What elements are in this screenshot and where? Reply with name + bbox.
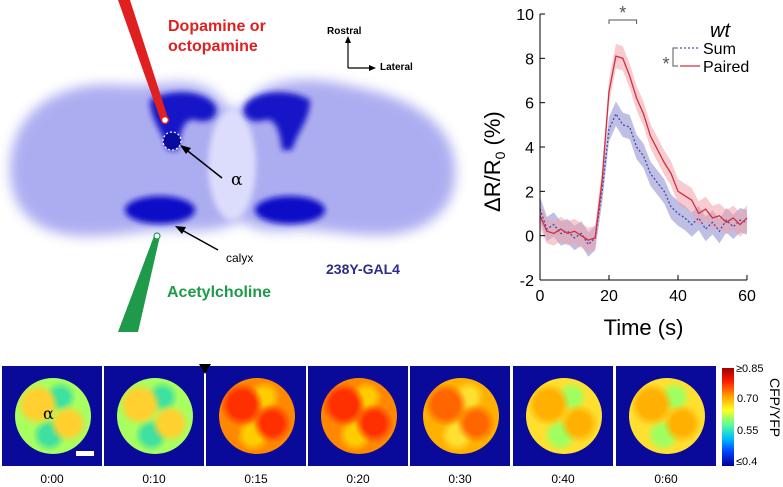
legend-bracket xyxy=(672,47,678,67)
x-tick-label: 20 xyxy=(600,288,618,305)
stimulus-marker xyxy=(199,364,211,374)
ratio-disk xyxy=(219,378,295,454)
alpha-region-marker xyxy=(162,131,182,151)
alpha-arrowhead xyxy=(180,145,191,154)
ratio-frame xyxy=(513,366,613,466)
brain-illustration xyxy=(10,0,456,332)
midline-gap xyxy=(208,110,256,220)
electrode-tip xyxy=(160,115,170,125)
y-tick-label: -2 xyxy=(520,273,534,290)
frame-time-label: 0:20 xyxy=(346,472,370,486)
frame-time-label: 0:30 xyxy=(448,472,472,486)
y-tick-label: 6 xyxy=(525,96,534,113)
acetylcholine-electrode xyxy=(118,236,160,332)
ratio-disk xyxy=(117,378,193,454)
ratio-frame xyxy=(410,366,510,466)
acetylcholine-label: Acetylcholine xyxy=(167,284,272,301)
dopamine-electrode xyxy=(118,0,168,121)
series-line-sum xyxy=(539,112,748,246)
frame-time-label: 0:00 xyxy=(40,472,64,486)
frame-time-label: 0:40 xyxy=(551,472,575,486)
ratio-disk xyxy=(15,378,91,454)
band-paired xyxy=(540,43,747,253)
frame-time-label: 0:60 xyxy=(654,472,678,486)
axis-lateral-arrowhead xyxy=(369,65,376,71)
chart-title: wt xyxy=(710,20,731,42)
y-tick-label: 8 xyxy=(525,51,534,68)
colorbar-tick-top: ≥0.85 xyxy=(736,363,764,375)
y-tick-label: 10 xyxy=(516,7,534,24)
colorbar-tick-bottom: ≤0.4 xyxy=(736,456,758,468)
ratio-disk xyxy=(629,378,705,454)
ratio-frame xyxy=(308,366,408,466)
electrode-tip-green xyxy=(153,232,161,240)
axis-lateral-label: Lateral xyxy=(380,62,413,73)
x-tick-label: 40 xyxy=(669,288,687,305)
frame-time-label: 0:10 xyxy=(142,472,166,486)
significance-star: * xyxy=(619,3,626,23)
x-tick-label: 0 xyxy=(536,288,545,305)
legend-label-paired: Paired xyxy=(703,59,749,76)
ratio-image-strip: 0:00 0:10 0:15 0:20 0:30 0:40 0:60 α ≥0.85 0.7… xyxy=(0,363,783,487)
y-tick-label: 2 xyxy=(525,184,534,201)
colorbar-label: CFP/YFP xyxy=(767,378,783,438)
mushroom-body-right xyxy=(243,92,325,224)
ratio-disk xyxy=(321,378,397,454)
colorbar-tick-2: 0.70 xyxy=(737,393,759,405)
axis-rostral-arrowhead xyxy=(345,36,351,43)
series-line-paired xyxy=(539,55,748,241)
y-tick-label: 0 xyxy=(525,229,534,246)
colorbar xyxy=(722,368,734,466)
colorbar-tick-3: 0.55 xyxy=(737,425,759,437)
dopamine-label-line1: Dopamine or xyxy=(168,18,266,35)
ratio-frame xyxy=(206,366,306,466)
response-chart: -2 0 2 4 6 8 10 0 20 40 60 Time (s) ΔR/R0 (%) wt * * Sum… xyxy=(470,0,783,345)
x-axis-label: Time (s) xyxy=(604,315,684,340)
significance-bracket xyxy=(608,19,638,24)
axis-rostral-label: Rostral xyxy=(327,26,362,37)
dopamine-label-line2: octopamine xyxy=(168,38,258,55)
stimulus-arrowhead xyxy=(199,364,211,374)
alpha-arrow xyxy=(183,147,223,179)
line-label: 238Y-GAL4 xyxy=(326,261,400,277)
ratio-disk xyxy=(526,378,602,454)
scale-bar xyxy=(76,451,94,456)
alpha-label: α xyxy=(231,170,243,190)
frame-alpha-label: α xyxy=(43,404,54,423)
brain-image-panel: Dopamine or octopamine α calyx 238Y-GAL4… xyxy=(0,0,470,340)
legend-label-sum: Sum xyxy=(703,41,736,58)
ratio-frame xyxy=(616,366,716,466)
calyx-arrowhead xyxy=(175,226,186,234)
ratio-frame xyxy=(104,366,204,466)
frame-time-label: 0:15 xyxy=(244,472,268,486)
ratio-frame xyxy=(2,366,102,466)
y-tick-label: 4 xyxy=(525,140,534,157)
legend-significance-star: * xyxy=(662,54,669,74)
x-tick-label: 60 xyxy=(738,288,756,305)
calyx-label: calyx xyxy=(226,251,254,265)
calyx-arrow xyxy=(179,228,219,251)
y-axis-label: ΔR/R0 (%) xyxy=(480,111,508,212)
ratio-disk xyxy=(423,378,499,454)
